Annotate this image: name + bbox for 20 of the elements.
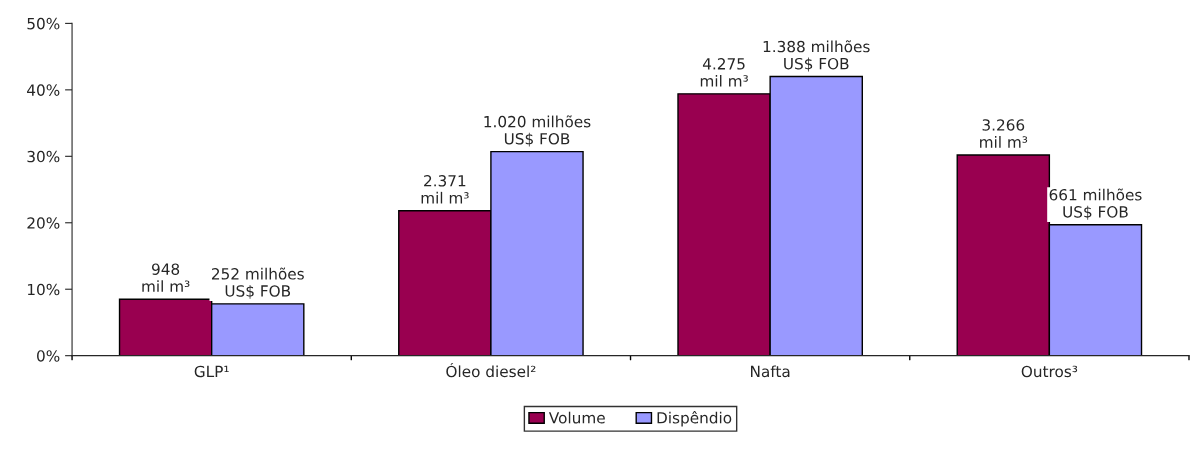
x-tick-label: Óleo diesel²: [446, 362, 536, 378]
x-tick-label: Nafta: [751, 365, 790, 378]
annotation: 4.275 mil m³: [700, 58, 748, 87]
y-tick-label: 0%: [37, 350, 60, 362]
annotation: 252 milhões US$ FOB: [211, 267, 304, 299]
legend-label: Dispêndio: [657, 411, 732, 427]
annotation: 3.266 mil m³: [980, 119, 1028, 148]
y-tick-label: 20%: [27, 217, 60, 229]
y-tick-label: 10%: [27, 283, 60, 296]
y-tick-label: 30%: [27, 150, 60, 163]
x-tick-label: GLP¹: [194, 365, 229, 378]
x-tick-label: Outros³: [1021, 365, 1078, 378]
y-tick-label: 40%: [27, 84, 60, 96]
annotation: 2.371 mil m³: [421, 175, 469, 204]
annotation: 948 mil m³: [142, 263, 190, 292]
annotation: 1.388 milhões US$ FOB: [763, 40, 870, 72]
annotation: 1.020 milhões US$ FOB: [484, 115, 591, 147]
legend-label: Volume: [548, 411, 605, 424]
annotation: 661 milhões US$ FOB: [1049, 188, 1142, 220]
y-tick-label: 50%: [27, 17, 60, 30]
